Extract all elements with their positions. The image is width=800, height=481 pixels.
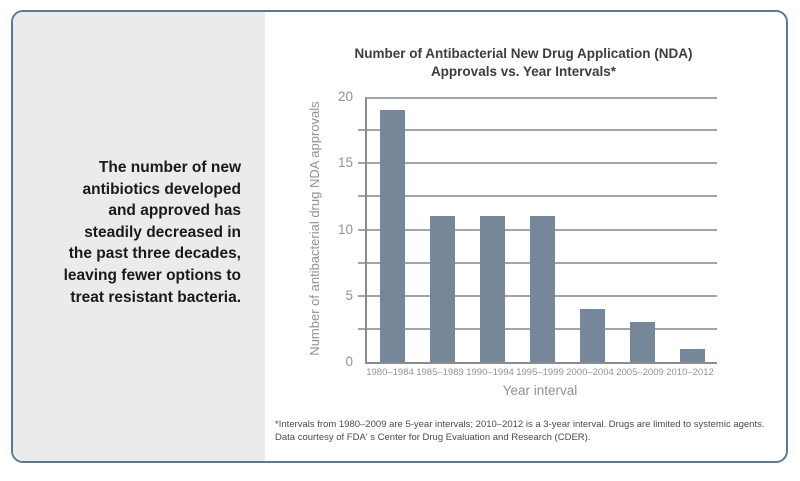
gridline bbox=[367, 162, 717, 165]
x-tick-label: 2010–2012 bbox=[666, 367, 714, 378]
footnote-line-1: *Intervals from 1980–2009 are 5-year int… bbox=[275, 419, 765, 430]
y-tick-label: 5 bbox=[345, 287, 353, 303]
y-tick-mark bbox=[358, 162, 365, 165]
x-tick-label: 1990–1994 bbox=[466, 367, 514, 378]
plot-area bbox=[358, 97, 717, 364]
callout-sidebar: The number of new antibiotics developed … bbox=[13, 12, 265, 461]
gridline bbox=[367, 97, 717, 99]
y-tick-mark bbox=[358, 327, 365, 330]
gridline bbox=[367, 195, 717, 198]
bar-1985–1989 bbox=[429, 216, 455, 362]
y-tick-label: 10 bbox=[337, 221, 353, 237]
bar-1990–1994 bbox=[479, 216, 505, 362]
y-tick-mark bbox=[358, 294, 365, 297]
bar-1980–1984 bbox=[379, 110, 405, 362]
y-tick-mark bbox=[358, 261, 365, 264]
bar-2000–2004 bbox=[579, 309, 605, 362]
y-tick-mark bbox=[358, 195, 365, 198]
figure-card: The number of new antibiotics developed … bbox=[11, 10, 788, 463]
footnote-line-2: Data courtesy of FDA' s Center for Drug … bbox=[275, 432, 591, 443]
y-tick-label: 0 bbox=[345, 354, 353, 369]
y-tick-label: 15 bbox=[337, 155, 353, 171]
x-tick-label: 1985–1989 bbox=[416, 367, 464, 378]
x-tick-label: 2005–2009 bbox=[616, 367, 664, 378]
x-axis-title: Year interval bbox=[502, 383, 578, 398]
x-tick-label: 1995–1999 bbox=[516, 367, 564, 378]
bar-2010–2012 bbox=[679, 348, 705, 362]
bar-1995–1999 bbox=[529, 216, 555, 362]
x-tick-label: 1980–1984 bbox=[366, 367, 414, 378]
bar-2005–2009 bbox=[629, 322, 655, 362]
x-tick-label: 2000–2004 bbox=[566, 367, 614, 378]
y-tick-mark bbox=[358, 129, 365, 132]
chart-title: Number of Antibacterial New Drug Applica… bbox=[354, 46, 693, 79]
callout-text: The number of new antibiotics developed … bbox=[63, 159, 241, 306]
y-tick-mark bbox=[358, 228, 365, 231]
footnote: *Intervals from 1980–2009 are 5-year int… bbox=[275, 418, 765, 444]
gridline bbox=[367, 129, 717, 132]
y-tick-label: 20 bbox=[337, 89, 353, 104]
